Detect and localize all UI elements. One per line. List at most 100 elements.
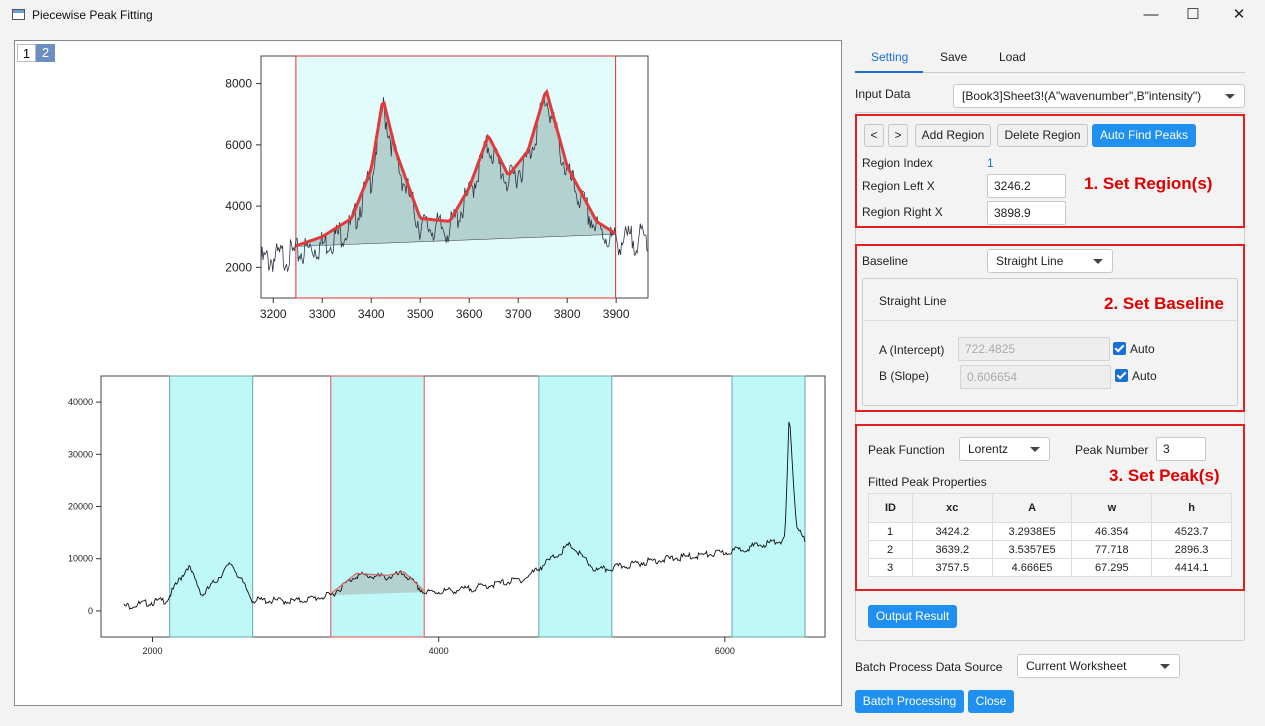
peak-highlight-box <box>855 424 1245 591</box>
top-axis-ticks: 3200 3300 3400 3500 3600 3700 3800 3900 2000 4000… <box>225 77 630 321</box>
title-bar: Piecewise Peak Fitting — ☐ ✕ <box>0 0 1265 32</box>
top-x-tick-label: 3400 <box>358 307 385 321</box>
bottom-y-tick-label: 0 <box>88 606 93 616</box>
region-index-label: Region Index <box>862 156 933 170</box>
peak-number-input[interactable]: 3 <box>1156 437 1206 461</box>
baseline-label: Baseline <box>862 254 909 268</box>
auto-find-peaks-button[interactable]: Auto Find Peaks <box>1092 124 1196 147</box>
tab-load[interactable]: Load <box>999 50 1026 64</box>
slope-auto-checkbox[interactable] <box>1115 369 1128 382</box>
straight-line-title: Straight Line <box>879 294 947 308</box>
slope-input[interactable]: 0.606654 <box>960 365 1111 389</box>
region-highlight-box <box>855 114 1245 228</box>
prev-region-button[interactable]: < <box>864 124 884 147</box>
top-y-tick-label: 2000 <box>225 260 252 274</box>
top-x-tick-label: 3700 <box>505 307 532 321</box>
baseline-select[interactable]: Straight Line <box>987 249 1113 273</box>
batch-source-select[interactable]: Current Worksheet <box>1017 654 1180 678</box>
intercept-auto-checkbox[interactable] <box>1113 342 1126 355</box>
peak-function-label: Peak Function <box>868 443 945 457</box>
top-x-tick-label: 3600 <box>456 307 483 321</box>
top-chart[interactable]: 3200 3300 3400 3500 3600 3700 3800 3900 2000 4000… <box>225 55 649 321</box>
graph-svg: 3200 3300 3400 3500 3600 3700 3800 3900 2000 4000… <box>68 55 826 656</box>
baseline-annotation: 2. Set Baseline <box>1104 294 1225 313</box>
top-y-tick-label: 8000 <box>225 77 252 91</box>
bottom-region-3 <box>538 375 613 638</box>
baseline-highlight-box <box>855 244 1245 412</box>
intercept-auto-label: Auto <box>1130 342 1155 356</box>
bottom-data-line <box>123 421 806 610</box>
bottom-y-tick-label: 40000 <box>68 397 93 407</box>
cell-xc: 3639.2 <box>911 540 993 559</box>
bottom-chart[interactable]: 2000 4000 6000 0 10000 20000 30000 40000 <box>68 375 826 656</box>
peak-number-label: Peak Number <box>1075 443 1149 457</box>
col-w[interactable]: w <box>1071 493 1153 523</box>
close-window-button[interactable]: ✕ <box>1232 6 1246 23</box>
region-annotation: 1. Set Region(s) <box>1084 174 1213 193</box>
input-data-label: Input Data <box>855 87 911 101</box>
peak-function-select[interactable]: Lorentz <box>959 437 1050 461</box>
col-a[interactable]: A <box>991 493 1073 523</box>
intercept-input[interactable]: 722.4825 <box>958 337 1110 361</box>
straight-line-group <box>862 278 1238 406</box>
region-right-input[interactable]: 3898.9 <box>987 201 1066 225</box>
intercept-label: A (Intercept) <box>879 343 945 357</box>
table-row[interactable]: 3 3757.5 4.666E5 67.295 4414.1 <box>868 558 1232 577</box>
layer-tab-2[interactable]: 2 <box>36 44 55 62</box>
bottom-peak-area <box>330 571 425 596</box>
settings-panel: Setting Save Load Input Data [Book3]Shee… <box>843 34 1265 726</box>
cell-w: 67.295 <box>1071 558 1153 577</box>
region-index-value: 1 <box>987 156 994 170</box>
bottom-x-tick-label: 2000 <box>142 646 162 656</box>
bottom-fit-curve <box>330 571 424 595</box>
graph-canvas[interactable]: 1 2 3200 3300 3400 3500 3600 3700 3800 3900 2000… <box>14 40 842 706</box>
region-left-label: Region Left X <box>862 179 935 193</box>
minimize-button[interactable]: — <box>1143 6 1159 23</box>
tab-divider <box>855 72 1245 73</box>
tab-active-indicator <box>855 71 923 73</box>
top-x-tick-label: 3800 <box>554 307 581 321</box>
table-row[interactable]: 1 3424.2 3.2938E5 46.354 4523.7 <box>868 522 1232 541</box>
cell-a: 3.5357E5 <box>991 540 1073 559</box>
bottom-y-tick-label: 30000 <box>68 449 93 459</box>
col-h[interactable]: h <box>1151 493 1232 523</box>
fitted-props-label: Fitted Peak Properties <box>868 475 987 489</box>
tab-setting[interactable]: Setting <box>871 50 909 64</box>
batch-processing-button[interactable]: Batch Processing <box>855 690 964 713</box>
cell-h: 2896.3 <box>1151 540 1232 559</box>
top-x-tick-label: 3500 <box>407 307 434 321</box>
cell-a: 4.666E5 <box>991 558 1073 577</box>
delete-region-button[interactable]: Delete Region <box>997 124 1088 147</box>
output-result-button[interactable]: Output Result <box>868 605 957 628</box>
top-x-tick-label: 3300 <box>309 307 336 321</box>
col-xc[interactable]: xc <box>911 493 993 523</box>
input-data-select[interactable]: [Book3]Sheet3!(A"wavenumber",B"intensity… <box>953 84 1245 108</box>
cell-a: 3.2938E5 <box>991 522 1073 541</box>
tab-save[interactable]: Save <box>940 50 968 64</box>
bottom-y-tick-label: 20000 <box>68 502 93 512</box>
top-x-tick-label: 3900 <box>603 307 630 321</box>
slope-auto-label: Auto <box>1132 369 1157 383</box>
maximize-button[interactable]: ☐ <box>1186 6 1200 23</box>
region-left-input[interactable]: 3246.2 <box>987 174 1066 198</box>
col-id[interactable]: ID <box>868 493 913 523</box>
close-button[interactable]: Close <box>968 690 1014 713</box>
layer-tab-1[interactable]: 1 <box>17 44 36 62</box>
top-fit-curve <box>295 88 617 248</box>
cell-xc: 3757.5 <box>911 558 993 577</box>
next-region-button[interactable]: > <box>888 124 908 147</box>
fitted-peaks-table: ID xc A w h 1 3424.2 3.2938E5 46.354 452… <box>868 493 1232 577</box>
window-title: Piecewise Peak Fitting <box>32 8 153 22</box>
peak-annotation: 3. Set Peak(s) <box>1109 466 1220 485</box>
batch-source-label: Batch Process Data Source <box>855 660 1003 674</box>
add-region-button[interactable]: Add Region <box>915 124 991 147</box>
slope-label: B (Slope) <box>879 369 930 383</box>
top-peak-area <box>295 91 616 247</box>
bottom-region-1 <box>169 375 254 638</box>
bottom-x-tick-label: 6000 <box>715 646 735 656</box>
bottom-x-tick-label: 4000 <box>429 646 449 656</box>
top-x-tick-label: 3200 <box>260 307 287 321</box>
table-header-row: ID xc A w h <box>868 493 1232 523</box>
straight-line-divider <box>863 320 1237 321</box>
top-y-tick-label: 4000 <box>225 199 252 213</box>
